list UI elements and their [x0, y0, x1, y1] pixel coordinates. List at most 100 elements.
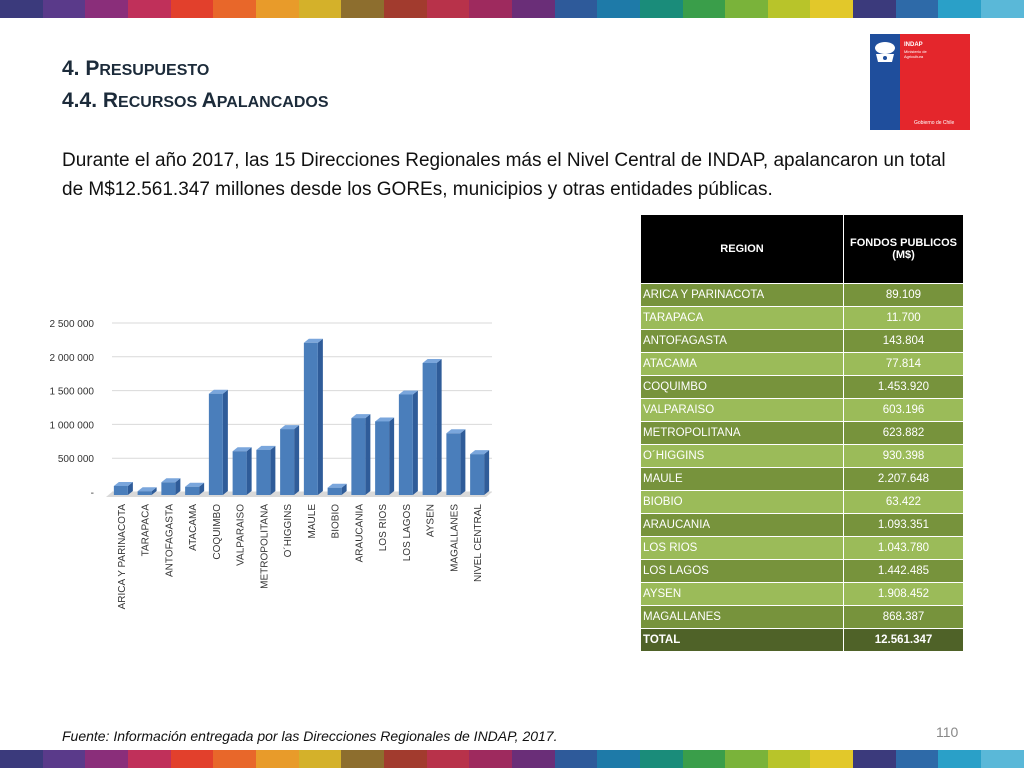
bar [113, 485, 128, 495]
bar-top [351, 414, 371, 419]
stripe-segment [554, 750, 598, 768]
bar-top [398, 390, 418, 395]
bar [232, 451, 247, 495]
bar-top [422, 358, 442, 363]
stripe-segment [725, 0, 768, 18]
regional-funds-bar-chart: - 500 000 1 000 000 1 500 000 2 000 000 2 500… [30, 300, 500, 625]
region-cell: MAULE [640, 467, 844, 491]
x-tick-label: O´HIGGINS [282, 504, 294, 558]
page-number: 110 [936, 724, 959, 740]
stripe-segment [255, 750, 299, 768]
stripe-segment [810, 0, 854, 18]
stripe-segment [981, 750, 1024, 768]
y-tick-label: 1 500 000 [50, 387, 95, 398]
stripe-segment [341, 750, 384, 768]
stripe-segment [511, 750, 555, 768]
stripe-segment [426, 0, 470, 18]
funds-cell: 623.882 [843, 421, 964, 445]
stripe-segment [127, 0, 171, 18]
stripe-segment [85, 0, 128, 18]
bar-top [375, 417, 395, 422]
stripe-segment [511, 0, 555, 18]
stripe-segment [213, 0, 256, 18]
bar-side [199, 482, 205, 495]
stripe-segment [938, 0, 982, 18]
bar-side [222, 389, 228, 495]
bar [351, 418, 366, 495]
funds-cell: 11.700 [843, 306, 964, 330]
x-tick-label: ARAUCANIA [354, 504, 365, 563]
stripe-segment [255, 0, 299, 18]
logo-gov: Gobierno de Chile [914, 120, 955, 126]
bar-side [436, 358, 442, 495]
regional-funds-table: REGION FONDOS PUBLICOS (M$) ARICA Y PARIN… [640, 214, 964, 652]
intro-paragraph: Durante el año 2017, las 15 Direcciones … [62, 150, 946, 200]
title-line-1: 4. Presupuesto [62, 57, 210, 80]
stripe-segment [682, 0, 726, 18]
funds-cell: 930.398 [843, 444, 964, 468]
stripe-segment [0, 750, 43, 768]
x-tick-label: AYSEN [426, 504, 437, 537]
funds-cell: 2.207.648 [843, 467, 964, 491]
region-cell: COQUIMBO [640, 375, 844, 399]
bar-side [412, 390, 418, 495]
total-value: 12.561.347 [843, 628, 964, 652]
stripe-segment [554, 0, 598, 18]
region-cell: ARICA Y PARINACOTA [640, 283, 844, 307]
top-color-stripe [0, 0, 1024, 18]
funds-cell: 63.422 [843, 490, 964, 514]
source-note: Fuente: Información entregada por las Di… [62, 728, 558, 744]
logo-org: INDAP [904, 42, 923, 48]
header-region: REGION [640, 214, 844, 284]
stripe-segment [810, 750, 854, 768]
table-row: ANTOFAGASTA 143.804 [640, 329, 964, 353]
stripe-segment [639, 750, 683, 768]
table-row: ATACAMA 77.814 [640, 352, 964, 376]
stripe-segment [0, 0, 43, 18]
stripe-segment [853, 750, 896, 768]
bar-side [175, 478, 181, 495]
logo-sub1: Ministerio de [904, 49, 927, 54]
table-row: AYSEN 1.908.452 [640, 582, 964, 606]
stripe-segment [383, 750, 427, 768]
bar [375, 421, 390, 495]
funds-cell: 89.109 [843, 283, 964, 307]
bar-side [460, 429, 466, 495]
bar [303, 342, 318, 495]
x-tick-label: COQUIMBO [212, 504, 223, 560]
stripe-segment [938, 750, 982, 768]
coat-of-arms-icon [875, 42, 895, 62]
funds-cell: 603.196 [843, 398, 964, 422]
stripe-segment [383, 0, 427, 18]
logo-sub2: Agricultura [904, 54, 924, 59]
bar-top [303, 338, 323, 343]
bar [398, 394, 413, 495]
funds-cell: 1.908.452 [843, 582, 964, 606]
bar-top [137, 487, 157, 492]
x-tick-label: MAGALLANES [449, 504, 460, 572]
bar-top [446, 429, 466, 434]
bar-side [389, 417, 395, 495]
bar [422, 362, 437, 495]
funds-cell: 143.804 [843, 329, 964, 353]
x-tick-label: LOS RIOS [378, 504, 389, 552]
title-line-2: 4.4. Recursos Apalancados [62, 89, 329, 112]
table-row: LOS RIOS 1.043.780 [640, 536, 964, 560]
region-cell: VALPARAISO [640, 398, 844, 422]
bar [256, 449, 271, 495]
bar-side [270, 445, 276, 495]
stripe-segment [639, 0, 683, 18]
stripe-segment [85, 750, 128, 768]
region-cell: ARAUCANIA [640, 513, 844, 537]
table-row: ARICA Y PARINACOTA 89.109 [640, 283, 964, 307]
bar-side [294, 425, 300, 495]
stripe-segment [341, 0, 384, 18]
bar [185, 486, 200, 495]
bar-side [151, 487, 157, 495]
bar-side [365, 414, 371, 495]
bar [137, 491, 152, 495]
bar [470, 454, 485, 495]
region-cell: BIOBIO [640, 490, 844, 514]
bar-side [246, 447, 252, 495]
indap-logo: INDAP Ministerio de Agricultura Gobierno… [870, 34, 970, 130]
